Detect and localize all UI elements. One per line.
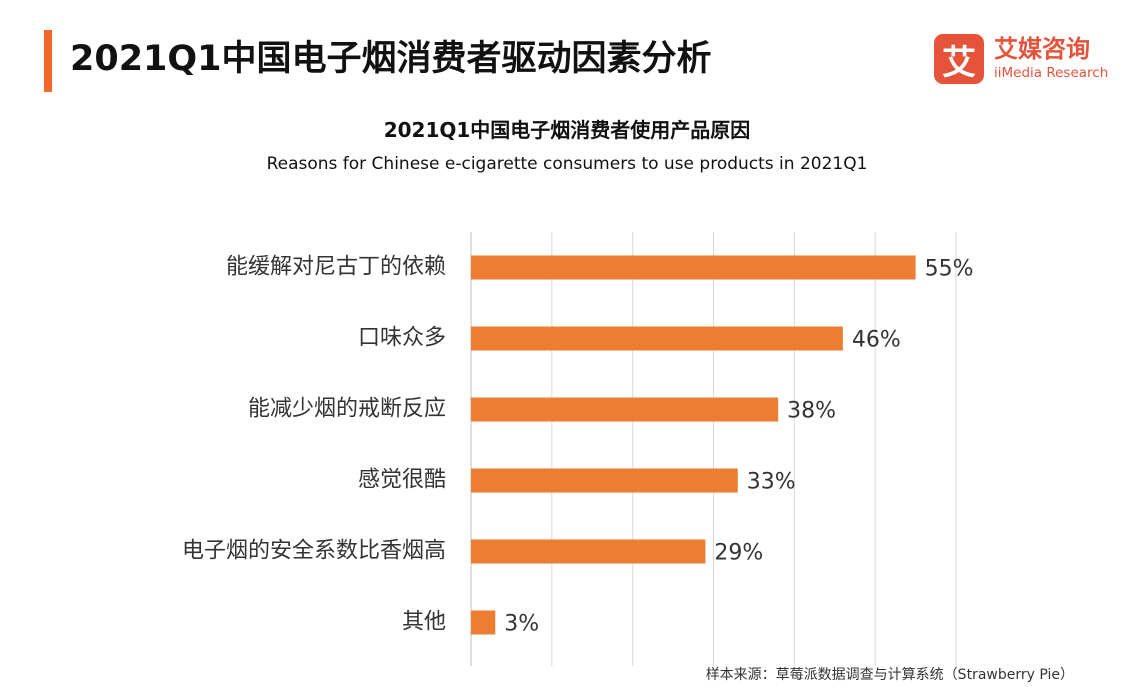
chart-title: 2021Q1中国电子烟消费者使用产品原因	[383, 118, 751, 142]
category-label: 能缓解对尼古丁的依赖	[226, 255, 446, 280]
title-accent-bar	[44, 30, 52, 92]
bar	[471, 539, 706, 564]
brand-logo: 艾 艾媒咨询 iiMedia Research	[934, 34, 1108, 84]
page-title: 2021Q1中国电子烟消费者驱动因素分析	[70, 39, 712, 79]
logo-name-cn: 艾媒咨询	[994, 35, 1090, 64]
category-label: 其他	[402, 610, 446, 635]
bar	[471, 326, 843, 351]
data-source-note: 样本来源：草莓派数据调查与计算系统（Strawberry Pie）	[705, 667, 1074, 683]
category-label: 口味众多	[358, 326, 446, 351]
logo-name-en: iiMedia Research	[994, 65, 1109, 82]
bar	[471, 610, 496, 635]
value-label: 3%	[504, 612, 539, 637]
chart-subtitle: Reasons for Chinese e-cigarette consumer…	[266, 154, 868, 174]
value-label: 46%	[852, 328, 901, 353]
category-label: 感觉很酷	[358, 468, 446, 493]
value-label: 55%	[925, 257, 974, 282]
value-label: 33%	[747, 470, 796, 495]
logo-mark-icon: 艾	[934, 34, 984, 84]
category-label: 能减少烟的戒断反应	[248, 397, 446, 422]
bar	[471, 468, 738, 493]
bar	[471, 255, 916, 280]
bar	[471, 397, 779, 422]
value-label: 38%	[787, 399, 836, 424]
logo-text: 艾媒咨询 iiMedia Research	[994, 37, 1108, 81]
category-label: 电子烟的安全系数比香烟高	[182, 539, 446, 564]
value-label: 29%	[714, 541, 763, 566]
